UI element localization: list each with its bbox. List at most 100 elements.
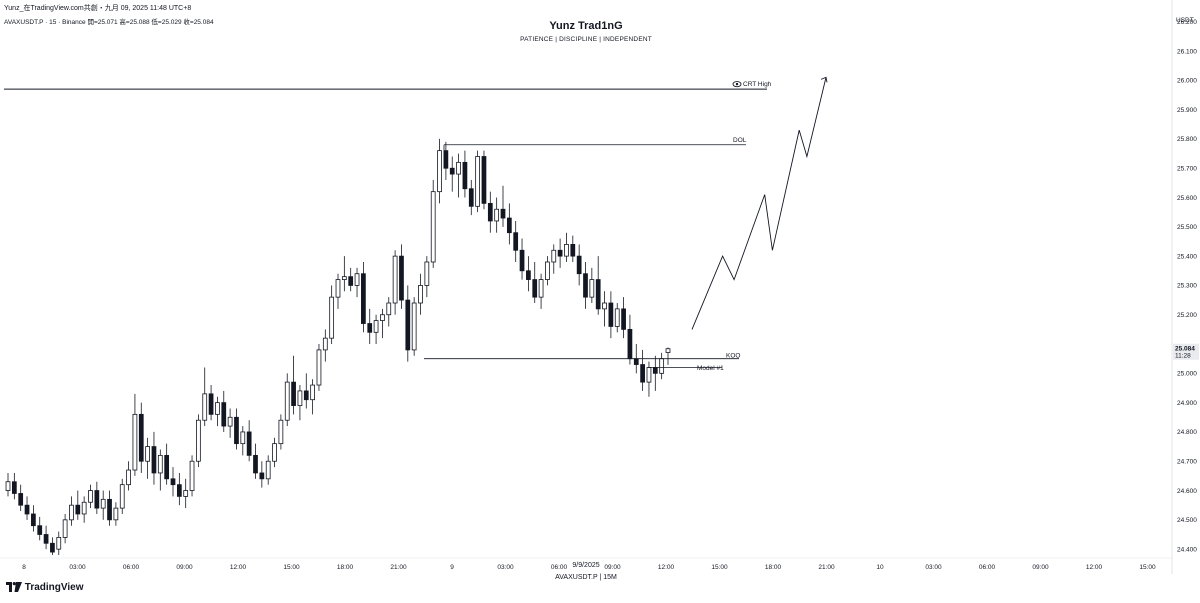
candle <box>570 235 576 262</box>
candle <box>31 505 36 532</box>
candle-body <box>183 490 189 497</box>
model-label: Model #1 <box>697 365 724 372</box>
candle <box>513 220 519 262</box>
time-tick-label: 09:00 <box>1032 564 1049 571</box>
candle <box>659 352 665 380</box>
candle-body <box>5 481 11 491</box>
eye-icon-outline <box>732 81 742 88</box>
candle-body <box>297 390 303 406</box>
candle <box>487 191 493 233</box>
candle-body <box>107 498 112 521</box>
price-tick-label: 25.400 <box>1177 253 1197 260</box>
watermark-symbol: AVAXUSDT.P | 15M <box>555 574 617 581</box>
candle-body <box>373 320 379 333</box>
candle-body <box>545 261 550 280</box>
candle <box>354 267 360 298</box>
candle-body <box>462 161 468 190</box>
time-tick-label: 03:00 <box>69 564 86 571</box>
current-price-label: 25.084 <box>1175 346 1195 353</box>
candle <box>69 496 74 526</box>
candle <box>386 297 392 327</box>
candle <box>329 285 335 345</box>
candle-body <box>532 279 538 298</box>
candle <box>411 297 417 356</box>
candle <box>107 490 112 526</box>
candle <box>361 261 366 333</box>
candle <box>392 250 398 315</box>
candle <box>310 379 315 415</box>
brand-tagline: PATIENCE | DISCIPLINE | INDEPENDENT <box>520 36 652 43</box>
candle-body <box>551 249 557 263</box>
time-tick-label: 06:00 <box>551 564 568 571</box>
candle-body <box>341 276 347 280</box>
candle-body <box>291 381 296 406</box>
price-tick-label: 25.800 <box>1177 136 1197 143</box>
candle-body <box>627 328 633 360</box>
candle <box>519 238 525 280</box>
candle <box>468 179 474 216</box>
candle-body <box>164 454 170 480</box>
candle-body <box>189 460 195 491</box>
eye-icon <box>732 81 742 88</box>
candle-body <box>456 161 461 175</box>
tradingview-logo[interactable]: TradingView <box>6 582 84 593</box>
candle-body <box>284 381 290 421</box>
candle-body <box>303 390 309 401</box>
candle <box>176 472 182 506</box>
candle <box>646 361 652 397</box>
candle <box>234 408 239 450</box>
candle-body <box>132 413 138 471</box>
candle-body <box>316 349 322 386</box>
candle <box>113 502 119 526</box>
candle <box>494 197 500 233</box>
candle <box>456 153 461 198</box>
candle <box>50 537 55 555</box>
price-tick-label: 26.000 <box>1177 78 1197 85</box>
candle-body <box>602 302 607 310</box>
candle <box>132 393 138 476</box>
candle-body <box>265 460 271 480</box>
candle-body <box>170 478 176 486</box>
candle-body <box>335 279 341 298</box>
candle <box>208 385 214 421</box>
candle-body <box>621 308 626 330</box>
candle <box>88 484 93 509</box>
candle-body <box>595 279 601 310</box>
price-tick-label: 24.800 <box>1177 429 1197 436</box>
candle <box>119 478 125 514</box>
candle <box>608 291 614 339</box>
candle-body <box>94 490 100 509</box>
time-tick-label: 21:00 <box>818 564 835 571</box>
candle <box>424 256 430 298</box>
candle <box>589 267 595 304</box>
candle-body <box>151 446 157 474</box>
candle <box>475 150 480 213</box>
candle-body <box>138 413 144 462</box>
candle <box>430 179 436 268</box>
candle <box>272 437 277 468</box>
time-tick-label: 12:00 <box>1086 564 1103 571</box>
candle-body <box>62 519 68 538</box>
candle-body <box>526 270 531 280</box>
symbol-ohlc-line[interactable]: AVAXUSDT.P · 15 · Binance 開=25.071 高=25.… <box>4 19 214 26</box>
candles-layer <box>5 138 671 555</box>
candle-body <box>221 402 227 427</box>
price-tick-label: 25.000 <box>1177 371 1197 378</box>
candle-body <box>11 481 17 494</box>
candle-body <box>126 469 131 486</box>
candle-body <box>310 384 315 401</box>
candle <box>576 244 582 286</box>
candle <box>399 244 404 309</box>
candle-body <box>69 504 74 521</box>
candle <box>500 185 506 227</box>
time-tick-label: 18:00 <box>337 564 354 571</box>
candle <box>532 261 538 304</box>
candle <box>151 431 157 485</box>
candle <box>614 303 620 333</box>
candle <box>583 261 588 309</box>
candle-body <box>513 232 519 251</box>
candle <box>227 408 233 438</box>
candle <box>183 478 189 509</box>
